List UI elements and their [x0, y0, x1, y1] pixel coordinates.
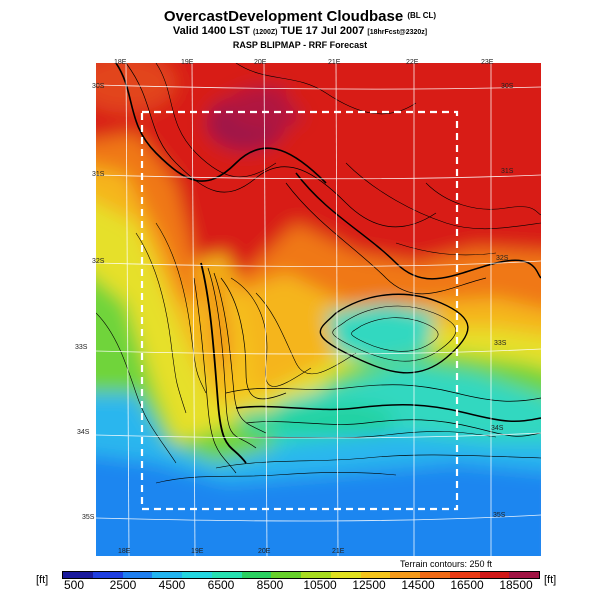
right-lat-label-31s: 31S	[501, 168, 514, 175]
bottom-lon-label-20e: 20E	[258, 548, 271, 555]
colorbar-swatch	[92, 572, 123, 578]
colorbar-label: 12500	[352, 578, 386, 592]
valid-date: TUE 17 Jul 2007	[280, 25, 365, 37]
colorbar-swatch	[449, 572, 480, 578]
colorbar-label: 16500	[450, 578, 484, 592]
top-lon-label-22e: 22E	[406, 59, 419, 66]
top-lon-label-21e: 21E	[328, 59, 341, 66]
top-lon-label-23e: 23E	[481, 59, 494, 66]
left-lat-label-31s: 31S	[92, 171, 105, 178]
valid-prefix: Valid 1400 LST	[172, 25, 250, 37]
top-lon-label-19e: 19E	[181, 59, 194, 66]
colorbar-label: 2500	[109, 578, 137, 592]
bottom-lon-label-21e: 21E	[332, 548, 345, 555]
map-title: OvercastDevelopment Cloudbase (BL CL)	[0, 8, 600, 25]
colorbar-swatch	[390, 572, 420, 578]
colorbar-swatch	[330, 572, 361, 578]
colorbar-label: 6500	[207, 578, 235, 592]
forecast-map[interactable]: 18E 19E 20E 21E 22E 23E 18E 19E 20E 21E …	[75, 59, 541, 556]
colorbar	[62, 571, 540, 579]
colorbar-swatch	[122, 572, 153, 578]
colorbar-unit-right: [ft]	[544, 574, 557, 586]
right-lat-label-34s: 34S	[491, 425, 504, 432]
lat-lon-grid	[96, 63, 541, 556]
colorbar-label: 18500	[499, 578, 533, 592]
top-lon-label-20e: 20E	[254, 59, 267, 66]
valid-time-line: Valid 1400 LST (1200Z) TUE 17 Jul 2007 […	[0, 25, 600, 37]
colorbar-swatch	[152, 572, 182, 578]
right-lat-label-32s: 32S	[496, 255, 509, 262]
left-lat-label-32s: 32S	[92, 258, 105, 265]
colorbar-swatch	[271, 572, 301, 578]
colorbar-swatch	[182, 572, 212, 578]
terrain-contour-note: Terrain contours: 250 ft	[400, 559, 493, 569]
colorbar-swatch	[301, 572, 331, 578]
colorbar-label: 500	[63, 578, 85, 592]
map-subtitle: RASP BLIPMAP - RRF Forecast	[232, 40, 368, 50]
right-lat-label-35s: 35S	[493, 512, 506, 519]
valid-code: (1200Z)	[252, 29, 278, 36]
colorbar-unit-left: [ft]	[36, 574, 49, 586]
left-lat-label-30s: 30S	[92, 83, 105, 90]
title-suffix: (BL CL)	[407, 11, 437, 20]
title-main: OvercastDevelopment Cloudbase	[163, 8, 404, 25]
inner-domain-boundary	[140, 110, 459, 511]
colorbar-label: 4500	[158, 578, 186, 592]
left-lat-label-35s: 35S	[82, 514, 95, 521]
colorbar-swatch	[241, 572, 272, 578]
map-canvas	[96, 63, 541, 556]
right-lat-label-30s: 30S	[501, 83, 514, 90]
bottom-lon-label-18e: 18E	[118, 548, 131, 555]
bottom-lon-label-19e: 19E	[191, 548, 204, 555]
colorbar-label: 10500	[303, 578, 337, 592]
colorbar-label: 8500	[256, 578, 284, 592]
colorbar-swatch	[479, 572, 510, 578]
left-lat-label-34s: 34S	[77, 429, 90, 436]
colorbar-swatch	[509, 572, 539, 578]
right-lat-label-33s: 33S	[494, 340, 507, 347]
colorbar-swatch	[211, 572, 242, 578]
left-lat-label-33s: 33S	[75, 344, 88, 351]
colorbar-swatch	[360, 572, 391, 578]
cloudbase-field	[96, 63, 541, 556]
colorbar-swatch	[420, 572, 450, 578]
colorbar-label: 14500	[401, 578, 435, 592]
colorbar-swatch	[63, 572, 93, 578]
valid-forecast: [18hrFcst@2320z]	[367, 29, 428, 36]
top-lon-label-18e: 18E	[114, 59, 127, 66]
